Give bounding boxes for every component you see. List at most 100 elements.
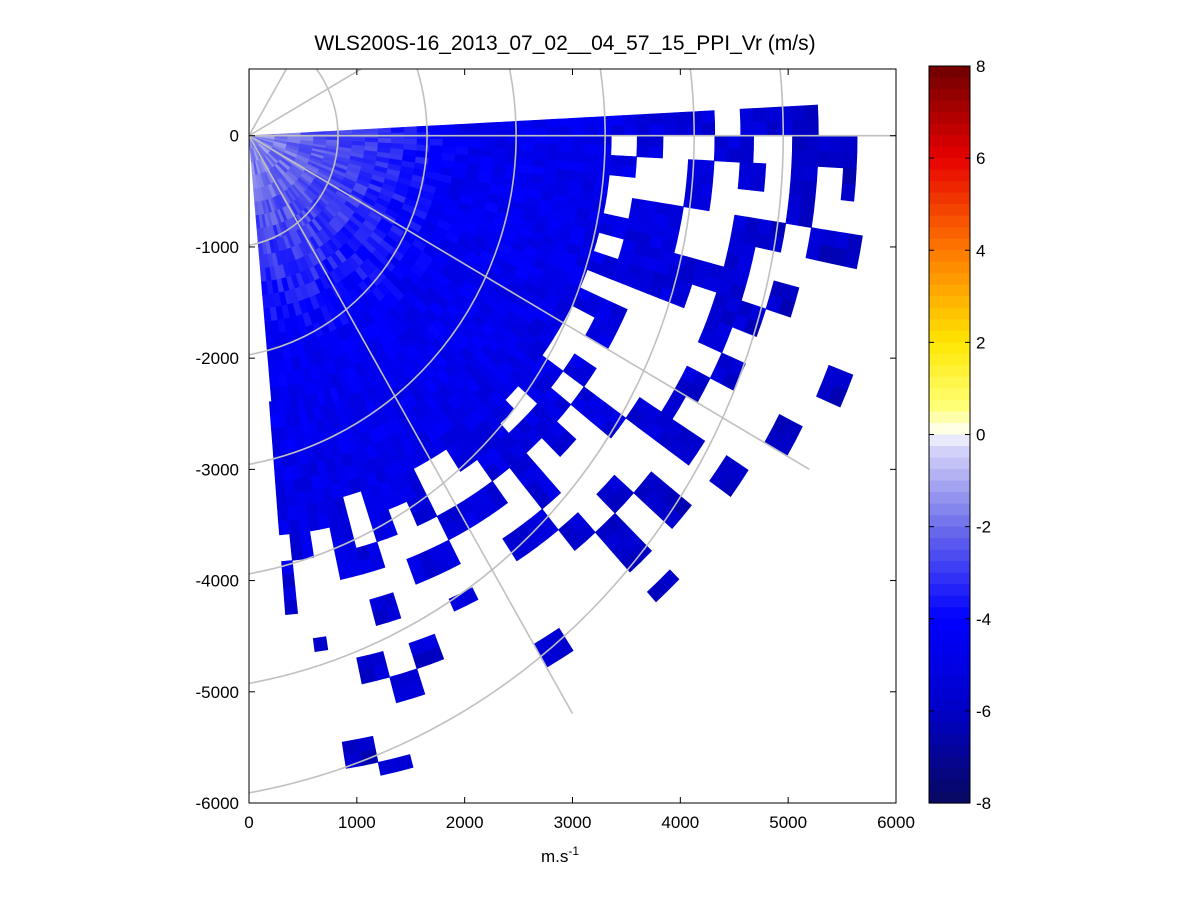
velocity-cell	[649, 113, 664, 126]
velocity-cell	[714, 135, 729, 150]
velocity-cell	[403, 126, 418, 134]
velocity-cell	[701, 122, 716, 136]
velocity-cell	[377, 127, 392, 134]
velocity-cell	[727, 135, 742, 150]
velocity-cell	[571, 152, 586, 164]
x-tick-label: 2000	[446, 813, 484, 832]
velocity-cell	[750, 176, 766, 192]
colorbar-swatch	[929, 492, 970, 505]
colorbar-swatch	[929, 791, 970, 804]
velocity-cell	[584, 144, 599, 155]
velocity-cell	[359, 748, 379, 766]
velocity-cell	[411, 508, 428, 527]
velocity-cell	[282, 573, 296, 589]
colorbar: 8 6 4 2 0 -2 -4 -6 -8	[928, 57, 991, 813]
x-tick-label: 1000	[338, 813, 376, 832]
colorbar-swatch	[929, 653, 970, 666]
colorbar-swatch	[929, 768, 970, 781]
velocity-cell	[646, 580, 669, 603]
velocity-cell	[662, 112, 677, 125]
velocity-cell	[739, 148, 754, 164]
velocity-cell	[429, 124, 444, 133]
velocity-cell	[467, 147, 482, 158]
colorbar-swatch	[929, 503, 970, 516]
velocity-cell	[840, 183, 856, 202]
velocity-cell	[798, 210, 814, 228]
colorbar-swatch	[929, 388, 970, 401]
velocity-cell	[817, 150, 832, 168]
velocity-cell	[620, 551, 642, 573]
velocity-cell	[507, 120, 521, 130]
velocity-cell	[372, 608, 390, 626]
velocity-cell	[584, 116, 599, 127]
colorbar-swatch	[929, 181, 970, 194]
velocity-cell	[276, 493, 288, 509]
colorbar-swatch	[929, 630, 970, 643]
colorbar-swatch	[929, 227, 970, 240]
colorbar-swatch	[929, 146, 970, 159]
colorbar-swatch	[929, 100, 970, 113]
colorbar-swatch	[929, 204, 970, 217]
velocity-cell	[744, 216, 761, 234]
colorbar-swatch	[929, 296, 970, 309]
velocity-cell	[278, 385, 290, 401]
velocity-cell	[842, 167, 857, 186]
velocity-cell	[789, 179, 805, 197]
velocity-cell	[281, 560, 294, 576]
colorbar-swatch	[929, 112, 970, 125]
velocity-cell	[662, 507, 683, 530]
velocity-cell	[700, 159, 715, 174]
velocity-cell	[738, 161, 754, 177]
velocity-cell	[509, 542, 528, 562]
velocity-cell	[377, 758, 398, 776]
velocity-cell	[566, 531, 586, 552]
velocity-cell	[695, 196, 712, 212]
velocity-cell	[493, 148, 508, 160]
velocity-cell	[352, 129, 366, 135]
velocity-cell	[636, 145, 651, 158]
velocity-cell	[803, 165, 818, 183]
velocity-cell	[546, 126, 560, 136]
polar-grid	[249, 69, 896, 794]
velocity-cell	[287, 519, 301, 535]
colorbar-swatch	[929, 434, 970, 447]
velocity-cell	[507, 142, 521, 151]
velocity-cells	[249, 104, 863, 776]
colorbar-swatch	[929, 319, 970, 332]
colorbar-tick-label: 4	[976, 241, 985, 260]
velocity-cell	[468, 122, 483, 133]
velocity-cell	[337, 563, 353, 580]
colorbar-swatch	[929, 353, 970, 367]
velocity-cell	[610, 115, 625, 127]
velocity-cell	[800, 195, 816, 213]
colorbar-swatch	[929, 664, 970, 677]
velocity-cell	[721, 370, 740, 391]
colorbar-tick-label: -4	[976, 610, 991, 629]
colorbar-swatch	[929, 342, 970, 355]
colorbar-tick-label: -2	[976, 518, 991, 537]
velocity-cell	[278, 520, 290, 536]
velocity-cell	[572, 135, 586, 146]
y-tick-label: -6000	[196, 794, 239, 813]
colorbar-swatch	[929, 676, 970, 689]
colorbar-swatch	[929, 123, 970, 136]
velocity-cell	[843, 249, 861, 270]
velocity-cell	[286, 505, 299, 521]
x-tick-label: 5000	[769, 813, 807, 832]
colorbar-swatch	[929, 733, 970, 747]
colorbar-swatch	[929, 365, 970, 378]
velocity-cell	[358, 667, 377, 685]
velocity-cell	[558, 143, 573, 154]
velocity-cell	[550, 438, 569, 458]
velocity-cell	[785, 208, 802, 226]
y-tick-label: -1000	[196, 238, 239, 257]
velocity-cell	[791, 120, 806, 136]
velocity-cell	[410, 566, 428, 585]
velocity-cell	[843, 135, 858, 153]
velocity-cell	[804, 150, 819, 167]
velocity-cell	[700, 110, 716, 124]
velocity-cell	[636, 124, 651, 136]
velocity-cell	[778, 106, 793, 122]
azimuth-spoke	[249, 135, 574, 714]
